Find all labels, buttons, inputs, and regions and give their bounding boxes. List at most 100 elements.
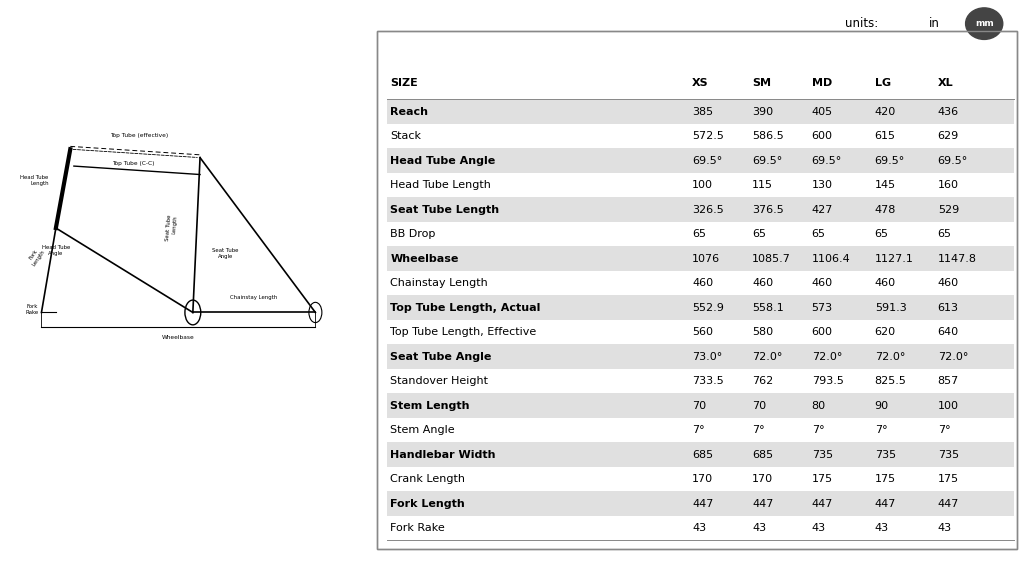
Text: 100: 100 [938, 401, 958, 411]
Text: 572.5: 572.5 [692, 131, 724, 141]
Text: Fork
Rake: Fork Rake [26, 304, 39, 315]
Text: 7°: 7° [812, 425, 824, 435]
Text: 43: 43 [812, 523, 825, 533]
Text: 762: 762 [752, 376, 773, 386]
Bar [387, 149, 1014, 173]
Text: 1106.4: 1106.4 [812, 254, 850, 263]
Text: mm: mm [975, 19, 993, 28]
Text: Seat Tube
Length: Seat Tube Length [165, 215, 178, 242]
Text: 170: 170 [692, 474, 714, 484]
Text: 65: 65 [874, 229, 889, 239]
Text: Fork
Length: Fork Length [27, 245, 46, 267]
Text: 420: 420 [874, 106, 896, 117]
Text: 7°: 7° [938, 425, 950, 435]
Text: 100: 100 [692, 180, 714, 190]
Text: 69.5°: 69.5° [938, 156, 968, 166]
Text: 1085.7: 1085.7 [752, 254, 791, 263]
Text: 72.0°: 72.0° [752, 352, 782, 361]
Text: 1147.8: 1147.8 [938, 254, 977, 263]
Text: 793.5: 793.5 [812, 376, 844, 386]
Text: 640: 640 [938, 327, 958, 337]
Bar [387, 320, 1014, 345]
Bar [387, 198, 1014, 222]
Text: 620: 620 [874, 327, 896, 337]
Text: 447: 447 [692, 499, 714, 509]
Text: 115: 115 [752, 180, 773, 190]
Bar [387, 222, 1014, 247]
Text: 552.9: 552.9 [692, 303, 724, 312]
Text: Head Tube Angle: Head Tube Angle [390, 156, 496, 166]
Bar [387, 443, 1014, 467]
Text: 613: 613 [938, 303, 958, 312]
Text: 72.0°: 72.0° [812, 352, 842, 361]
Bar [387, 394, 1014, 418]
Text: 735: 735 [938, 450, 958, 460]
Text: 685: 685 [692, 450, 714, 460]
Text: 733.5: 733.5 [692, 376, 724, 386]
Text: Head Tube
Length: Head Tube Length [20, 175, 49, 186]
Text: Top Tube Length, Actual: Top Tube Length, Actual [390, 303, 541, 312]
Text: Fork Rake: Fork Rake [390, 523, 445, 533]
Text: 80: 80 [812, 401, 825, 411]
Text: 436: 436 [938, 106, 958, 117]
Text: 685: 685 [752, 450, 773, 460]
Bar [387, 173, 1014, 198]
Text: Stem Angle: Stem Angle [390, 425, 455, 435]
Bar [387, 124, 1014, 149]
Text: SIZE: SIZE [390, 78, 418, 88]
Text: 580: 580 [752, 327, 773, 337]
Text: 43: 43 [752, 523, 766, 533]
Text: 615: 615 [874, 131, 896, 141]
Text: Fork Length: Fork Length [390, 499, 465, 509]
Text: 460: 460 [692, 278, 714, 288]
Bar [387, 100, 1014, 124]
Text: 586.5: 586.5 [752, 131, 783, 141]
Text: 72.0°: 72.0° [874, 352, 905, 361]
Text: 130: 130 [812, 180, 833, 190]
Text: Top Tube Length, Effective: Top Tube Length, Effective [390, 327, 537, 337]
Text: Wheelbase: Wheelbase [162, 336, 195, 340]
Bar [387, 271, 1014, 296]
Text: 427: 427 [812, 205, 834, 215]
Text: 478: 478 [874, 205, 896, 215]
Text: 735: 735 [874, 450, 896, 460]
Text: 1127.1: 1127.1 [874, 254, 913, 263]
Text: BB Drop: BB Drop [390, 229, 435, 239]
Text: 72.0°: 72.0° [938, 352, 968, 361]
Text: 69.5°: 69.5° [812, 156, 842, 166]
Bar [387, 491, 1014, 516]
Text: 69.5°: 69.5° [692, 156, 723, 166]
Text: 573: 573 [812, 303, 833, 312]
Text: 376.5: 376.5 [752, 205, 783, 215]
Text: Seat Tube Angle: Seat Tube Angle [390, 352, 492, 361]
Text: 70: 70 [752, 401, 766, 411]
Text: 385: 385 [692, 106, 714, 117]
Text: 460: 460 [752, 278, 773, 288]
Text: 447: 447 [812, 499, 834, 509]
Text: SM: SM [752, 78, 771, 88]
Text: 69.5°: 69.5° [752, 156, 782, 166]
Text: 591.3: 591.3 [874, 303, 906, 312]
Text: 175: 175 [938, 474, 958, 484]
Text: 460: 460 [874, 278, 896, 288]
Text: MD: MD [812, 78, 831, 88]
Text: 170: 170 [752, 474, 773, 484]
Text: Stack: Stack [390, 131, 421, 141]
Bar [387, 345, 1014, 369]
Text: 560: 560 [692, 327, 714, 337]
Text: Top Tube (C-C): Top Tube (C-C) [112, 161, 155, 166]
Text: 7°: 7° [692, 425, 705, 435]
Text: 600: 600 [812, 131, 833, 141]
Text: Top Tube (effective): Top Tube (effective) [110, 133, 168, 138]
Text: 600: 600 [812, 327, 833, 337]
Text: 175: 175 [874, 474, 896, 484]
Text: Chainstay Length: Chainstay Length [390, 278, 488, 288]
Text: XL: XL [938, 78, 953, 88]
Text: 69.5°: 69.5° [874, 156, 905, 166]
Text: Head Tube
Angle: Head Tube Angle [42, 245, 70, 256]
Text: 447: 447 [938, 499, 959, 509]
Text: 735: 735 [812, 450, 833, 460]
Text: in: in [929, 17, 940, 30]
Text: units:: units: [845, 17, 879, 30]
Bar [387, 418, 1014, 443]
